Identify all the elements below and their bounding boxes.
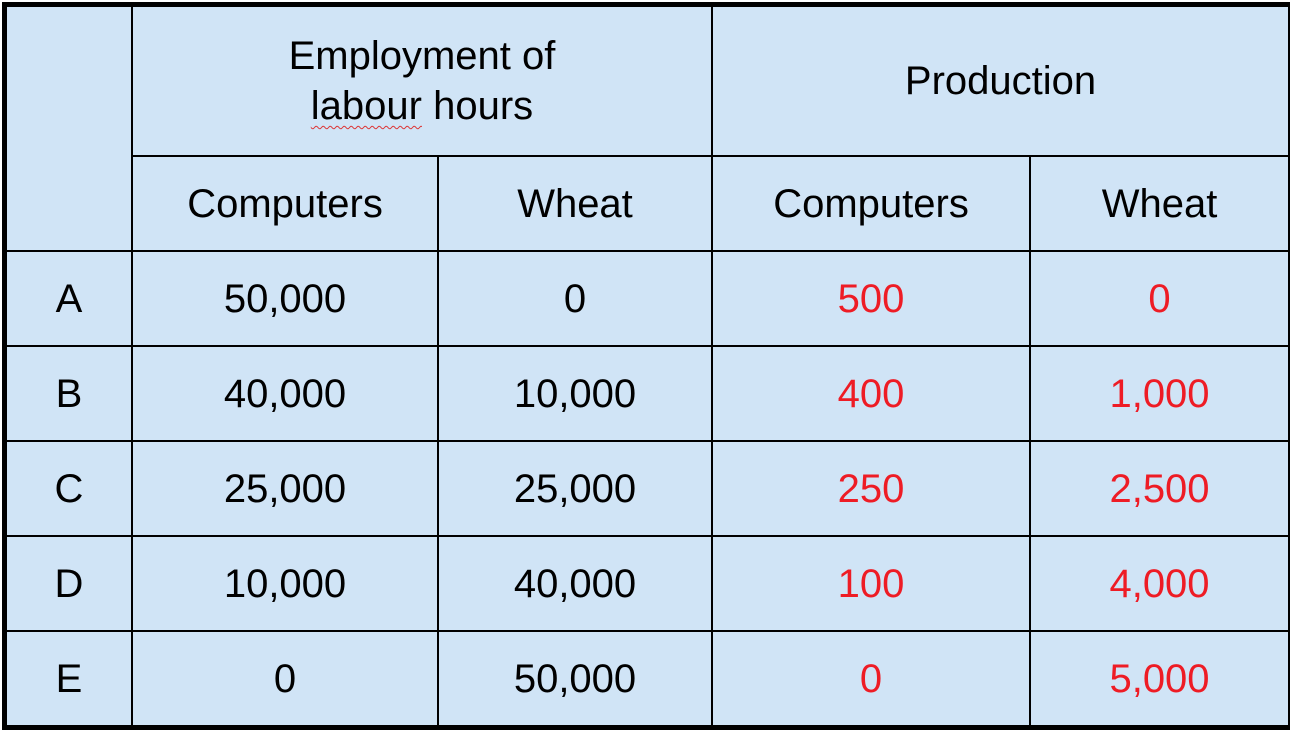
corner-cell [5,5,133,252]
emp-computers-cell: 25,000 [131,440,439,537]
group-header-row: Employment of labour hours Production [5,5,1290,252]
emp-wheat-cell: 10,000 [437,345,713,442]
production-header: Production [710,5,1290,157]
prod-computers-cell: 0 [711,630,1031,727]
subheader-prod-computers: Computers [711,155,1031,252]
emp-computers-cell: 0 [131,630,439,727]
employment-header-word-hours: hours [433,84,534,128]
subheader-prod-wheat: Wheat [1028,155,1290,252]
subheader-emp-computers: Computers [131,155,439,252]
table-row: B 40,000 10,000 400 1,000 [5,345,1290,442]
prod-wheat-cell: 5,000 [1028,630,1290,727]
table-row: A 50,000 0 500 0 [5,250,1290,347]
table-row: D 10,000 40,000 100 4,000 [5,535,1290,632]
row-label: D [5,535,133,632]
prod-wheat-cell: 1,000 [1028,345,1290,442]
employment-header-line1: Employment of [288,34,556,78]
row-label: E [5,630,133,727]
employment-header: Employment of labour hours [131,5,713,157]
row-label: A [5,250,133,347]
prod-wheat-cell: 4,000 [1028,535,1290,632]
prod-computers-cell: 100 [711,535,1031,632]
emp-wheat-cell: 50,000 [437,630,713,727]
table-row: C 25,000 25,000 250 2,500 [5,440,1290,537]
prod-computers-cell: 400 [711,345,1031,442]
subheader-emp-wheat: Wheat [437,155,713,252]
sub-header-row: Computers Wheat Computers Wheat [6,155,1290,252]
production-table: Employment of labour hours Production Co… [5,5,1290,727]
emp-wheat-cell: 25,000 [437,440,713,537]
emp-wheat-cell: 40,000 [437,535,713,632]
emp-computers-cell: 40,000 [131,345,439,442]
emp-computers-cell: 10,000 [131,535,439,632]
prod-computers-cell: 500 [711,250,1031,347]
row-label: C [5,440,133,537]
row-label: B [5,345,133,442]
employment-header-word-labour: labour [310,84,422,128]
prod-wheat-cell: 2,500 [1028,440,1290,537]
emp-wheat-cell: 0 [437,250,713,347]
prod-wheat-cell: 0 [1028,250,1290,347]
prod-computers-cell: 250 [711,440,1031,537]
emp-computers-cell: 50,000 [131,250,439,347]
table-row: E 0 50,000 0 5,000 [5,630,1290,727]
